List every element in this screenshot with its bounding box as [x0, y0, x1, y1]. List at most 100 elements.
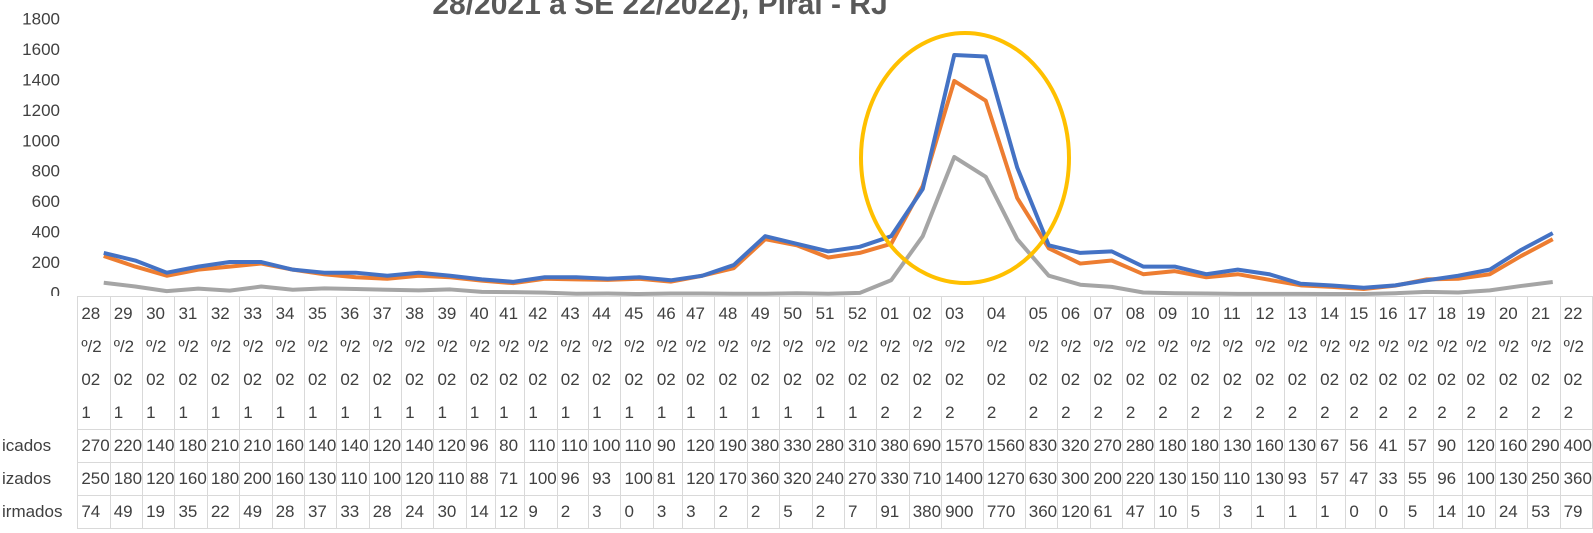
value-cell: 120 — [401, 462, 435, 496]
value-label: 110 — [437, 469, 465, 488]
chart-title: 28/2021 a SE 22/2022), Piraí - RJ — [432, 0, 887, 21]
value-cell: 14 — [465, 495, 497, 529]
value-cell: 200 — [1089, 462, 1123, 496]
value-cell: 210 — [206, 429, 241, 463]
category-label: 02º/2022 — [912, 304, 934, 422]
value-label: 180 — [210, 469, 240, 488]
value-cell: 140 — [303, 429, 338, 463]
value-cell: 57 — [1403, 429, 1435, 463]
category-cell: 47º/2021 — [682, 296, 716, 430]
y-tick-label: 600 — [32, 192, 60, 211]
value-cell: 61 — [1089, 495, 1123, 529]
value-cell: 900 — [941, 495, 984, 529]
value-label: 120 — [372, 436, 402, 455]
value-label: 5 — [1407, 502, 1418, 521]
value-cell: 120 — [142, 462, 176, 496]
category-label: 29º/2021 — [113, 304, 135, 422]
value-label: 110 — [1223, 469, 1251, 488]
legend-cell: izados — [0, 462, 79, 496]
value-cell: 3 — [1218, 495, 1253, 529]
value-label: 96 — [1437, 469, 1457, 488]
category-label: 38º/2021 — [405, 304, 426, 422]
category-cell: 19º/2022 — [1462, 296, 1496, 430]
value-label: 120 — [1061, 502, 1090, 521]
value-label: 9 — [528, 502, 538, 521]
value-cell: 690 — [908, 429, 943, 463]
value-cell: 5 — [779, 495, 813, 529]
value-label: 280 — [1125, 436, 1155, 455]
value-label: 400 — [1563, 436, 1592, 455]
value-cell: 49 — [109, 495, 144, 529]
value-cell: 280 — [811, 429, 845, 463]
category-label: 47º/2021 — [686, 304, 707, 422]
value-label: 140 — [340, 436, 369, 455]
value-label: 1 — [1255, 502, 1265, 521]
value-label: 53 — [1531, 502, 1551, 521]
category-cell: 38º/2021 — [401, 296, 435, 430]
value-cell: 28 — [368, 495, 403, 529]
value-cell: 33 — [1374, 462, 1405, 496]
value-label: 110 — [624, 436, 652, 455]
value-label: 1270 — [986, 469, 1025, 488]
blank-cell — [0, 297, 78, 430]
category-cell: 43º/2021 — [556, 296, 590, 430]
category-label: 32º/2021 — [210, 304, 232, 422]
value-label: 1400 — [945, 469, 983, 488]
value-label: 900 — [945, 502, 974, 521]
category-label: 20º/2022 — [1498, 304, 1520, 422]
value-cell: 100 — [588, 429, 622, 463]
category-cell: 16º/2022 — [1374, 296, 1405, 430]
value-cell: 9 — [524, 495, 558, 529]
value-cell: 53 — [1527, 495, 1561, 529]
value-cell: 100 — [524, 462, 558, 496]
series-line — [103, 53, 1554, 290]
category-label: 19º/2022 — [1466, 304, 1487, 422]
value-label: 130 — [307, 469, 337, 488]
value-cell: 90 — [1433, 429, 1464, 463]
value-label: 0 — [1349, 502, 1359, 521]
category-cell: 52º/2021 — [843, 296, 878, 430]
value-cell: 47 — [1345, 462, 1376, 496]
category-label: 13º/2022 — [1287, 304, 1309, 422]
value-label: 61 — [1093, 502, 1113, 521]
value-label: 330 — [880, 469, 909, 488]
value-label: 5 — [783, 502, 793, 521]
y-tick-label: 1800 — [22, 9, 60, 28]
value-label: 96 — [469, 436, 489, 455]
category-cell: 41º/2021 — [495, 296, 526, 430]
value-cell: 300 — [1057, 462, 1091, 496]
value-label: 770 — [986, 502, 1016, 521]
value-cell: 14 — [1433, 495, 1464, 529]
value-label: 360 — [1563, 469, 1592, 488]
value-cell: 180 — [1186, 429, 1221, 463]
value-cell: 130 — [1283, 429, 1318, 463]
value-cell: 5 — [1186, 495, 1221, 529]
value-label: 250 — [1531, 469, 1560, 488]
value-cell: 360 — [1024, 495, 1059, 529]
value-label: 2 — [815, 502, 826, 521]
value-cell: 120 — [368, 429, 403, 463]
value-label: 120 — [405, 469, 434, 488]
value-cell: 1400 — [941, 462, 984, 496]
value-cell: 33 — [336, 495, 370, 529]
value-label: 380 — [912, 502, 942, 521]
value-cell: 5 — [1403, 495, 1435, 529]
value-label: 5 — [1190, 502, 1201, 521]
value-cell: 93 — [1283, 462, 1318, 496]
value-label: 71 — [499, 469, 519, 488]
value-label: 210 — [243, 436, 272, 455]
value-cell: 1 — [1283, 495, 1318, 529]
value-label: 310 — [847, 436, 877, 455]
value-cell: 250 — [77, 462, 111, 496]
value-label: 14 — [1437, 502, 1457, 521]
category-cell: 10º/2022 — [1186, 296, 1221, 430]
category-label: 39º/2021 — [437, 304, 458, 422]
legend-label: izados — [2, 469, 52, 488]
value-label: 130 — [1158, 469, 1187, 488]
category-label: 34º/2021 — [275, 304, 296, 422]
value-cell: 630 — [1024, 462, 1059, 496]
category-label: 37º/2021 — [372, 304, 394, 422]
category-cell: 45º/2021 — [620, 296, 654, 430]
value-label: 24 — [405, 502, 425, 521]
value-cell: 830 — [1024, 429, 1059, 463]
